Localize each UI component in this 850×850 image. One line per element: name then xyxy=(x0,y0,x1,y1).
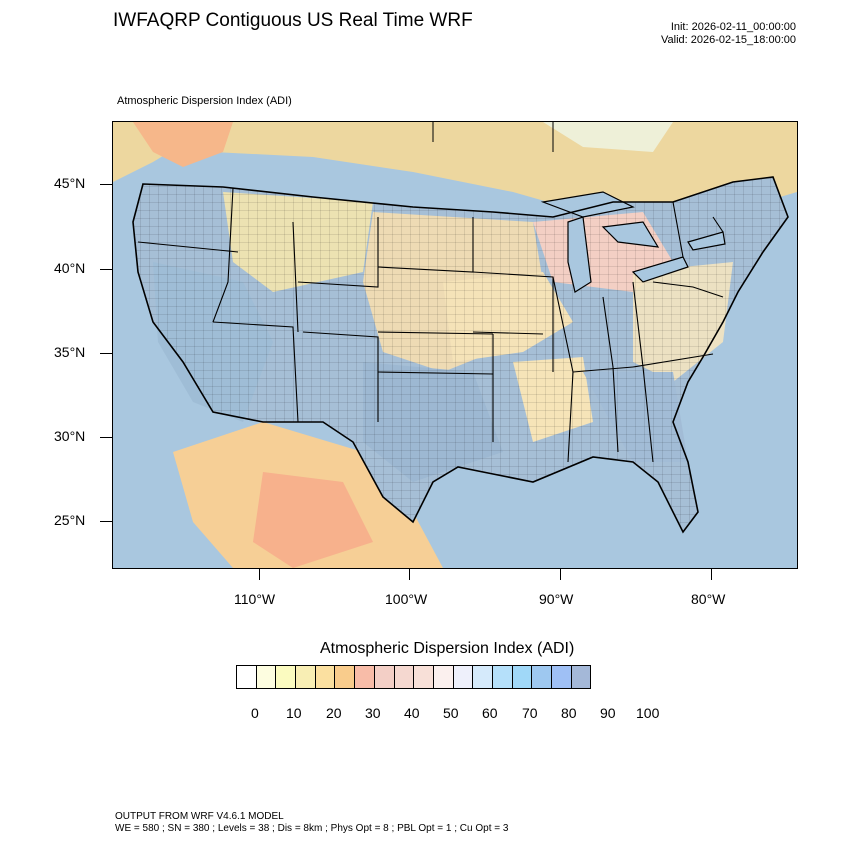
colorbar-label: 60 xyxy=(482,705,498,721)
lon-label-110w: 110°W xyxy=(234,591,276,607)
colorbar-swatch xyxy=(473,666,493,688)
adi-map-graphic xyxy=(113,122,797,568)
colorbar-label: 20 xyxy=(326,705,342,721)
colorbar-label: 80 xyxy=(561,705,577,721)
colorbar-label: 40 xyxy=(404,705,420,721)
lat-label-25n: 25°N xyxy=(54,512,86,528)
colorbar xyxy=(236,665,592,689)
colorbar-swatch xyxy=(355,666,375,688)
colorbar-label: 30 xyxy=(365,705,381,721)
lat-label-30n: 30°N xyxy=(54,428,86,444)
colorbar-label: 90 xyxy=(600,705,616,721)
lat-tick xyxy=(100,269,112,270)
lon-tick xyxy=(560,568,561,580)
lat-tick xyxy=(100,353,112,354)
colorbar-title: Atmospheric Dispersion Index (ADI) xyxy=(320,640,575,657)
model-info: OUTPUT FROM WRF V4.6.1 MODEL xyxy=(115,811,284,822)
adi-map xyxy=(112,121,798,569)
init-time: Init: 2026-02-11_00:00:00 xyxy=(670,21,796,33)
colorbar-swatch xyxy=(335,666,356,688)
lon-tick xyxy=(259,568,260,580)
colorbar-swatch xyxy=(512,666,533,688)
colorbar-swatch xyxy=(492,666,513,688)
map-subtitle: Atmospheric Dispersion Index (ADI) xyxy=(117,95,292,107)
colorbar-swatch xyxy=(276,666,297,688)
lon-label-80w: 80°W xyxy=(691,591,726,607)
colorbar-swatch xyxy=(453,666,474,688)
colorbar-swatch xyxy=(374,666,395,688)
colorbar-label: 10 xyxy=(286,705,302,721)
map-title: IWFAQRP Contiguous US Real Time WRF xyxy=(113,10,473,31)
colorbar-label: 0 xyxy=(251,705,259,721)
lon-tick xyxy=(409,568,410,580)
lat-label-45n: 45°N xyxy=(54,175,86,191)
colorbar-swatch xyxy=(296,666,316,688)
colorbar-swatch xyxy=(394,666,415,688)
lat-tick xyxy=(100,437,112,438)
lon-tick xyxy=(711,568,712,580)
valid-time: Valid: 2026-02-15_18:00:00 xyxy=(661,34,796,46)
colorbar-swatch xyxy=(552,666,572,688)
colorbar-swatch xyxy=(414,666,434,688)
colorbar-label: 70 xyxy=(522,705,538,721)
lon-label-90w: 90°W xyxy=(539,591,574,607)
colorbar-swatch xyxy=(433,666,454,688)
lat-label-35n: 35°N xyxy=(54,344,86,360)
colorbar-label: 100 xyxy=(636,705,660,721)
colorbar-swatch xyxy=(571,666,591,688)
colorbar-swatch xyxy=(256,666,277,688)
lat-label-40n: 40°N xyxy=(54,260,86,276)
lat-tick xyxy=(100,184,112,185)
lon-label-100w: 100°W xyxy=(385,591,428,607)
lat-tick xyxy=(100,521,112,522)
colorbar-swatch xyxy=(237,666,257,688)
colorbar-swatch xyxy=(315,666,336,688)
colorbar-label: 50 xyxy=(443,705,459,721)
model-config: WE = 580 ; SN = 380 ; Levels = 38 ; Dis … xyxy=(115,823,509,834)
colorbar-swatch xyxy=(532,666,552,688)
